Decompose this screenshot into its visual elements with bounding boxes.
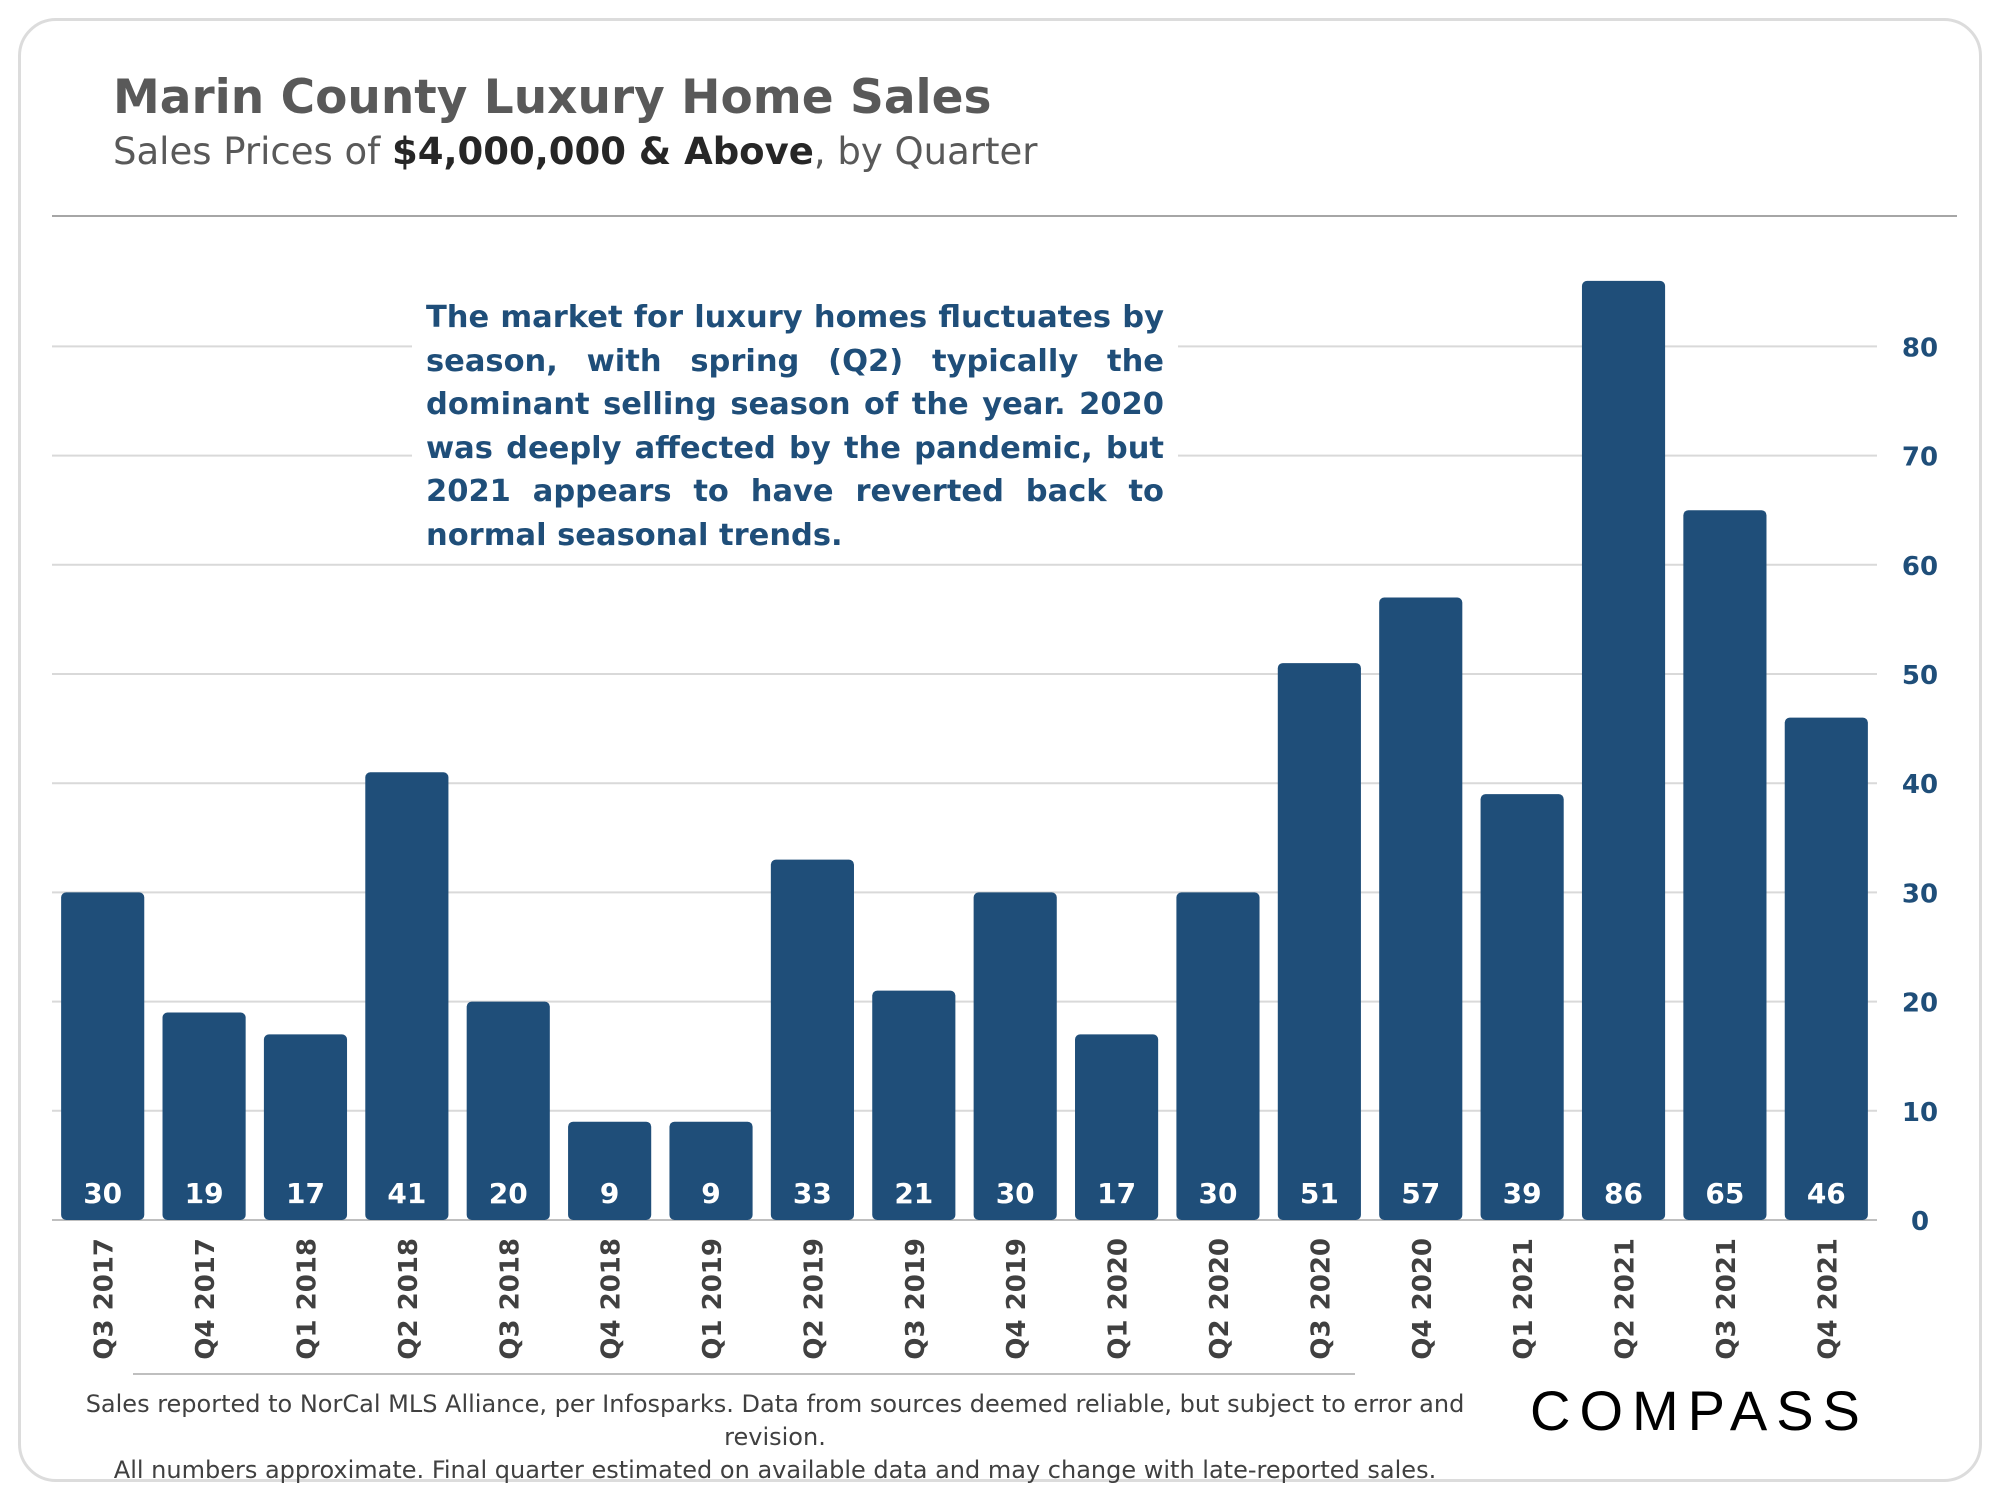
x-tick-label: Q2 2020	[1205, 1238, 1235, 1360]
x-tick-label: Q3 2020	[1306, 1238, 1336, 1360]
bar	[1075, 1034, 1159, 1220]
x-tick-label: Q1 2020	[1104, 1238, 1134, 1360]
bar	[1176, 892, 1260, 1220]
x-tick-label: Q1 2021	[1509, 1238, 1539, 1360]
bar	[770, 859, 854, 1220]
x-tick-label: Q4 2018	[597, 1238, 627, 1360]
bar-value-label: 21	[894, 1177, 933, 1210]
footnote-line-1: Sales reported to NorCal MLS Alliance, p…	[85, 1390, 1465, 1451]
bar-value-label: 86	[1604, 1177, 1643, 1210]
bar-value-label: 17	[1097, 1177, 1136, 1210]
bar	[568, 1121, 652, 1220]
bar-value-label: 20	[489, 1177, 528, 1210]
x-tick-label: Q1 2019	[698, 1238, 728, 1360]
y-tick-label: 0	[1911, 1207, 1929, 1237]
x-tick-label: Q3 2018	[495, 1238, 525, 1360]
compass-logo: COMPASS	[1530, 1379, 1869, 1442]
x-tick-label: Q2 2019	[799, 1238, 829, 1360]
x-tick-label: Q4 2021	[1813, 1238, 1843, 1360]
x-tick-label: Q3 2019	[901, 1238, 931, 1360]
bar	[669, 1121, 753, 1220]
bar	[61, 892, 145, 1220]
bar-value-label: 17	[286, 1177, 325, 1210]
bar	[365, 772, 449, 1220]
x-tick-label: Q4 2020	[1408, 1238, 1438, 1360]
bar-value-label: 33	[793, 1177, 832, 1210]
bar	[1379, 597, 1463, 1220]
bar	[1683, 510, 1767, 1220]
chart-subtitle: Sales Prices of $4,000,000 & Above, by Q…	[113, 130, 1037, 173]
y-tick-label: 60	[1902, 552, 1938, 582]
x-tick-label: Q1 2018	[292, 1238, 322, 1360]
footnote-rule	[133, 1373, 1355, 1375]
y-tick-label: 20	[1902, 989, 1938, 1019]
y-tick-label: 80	[1902, 333, 1938, 363]
x-tick-label: Q2 2021	[1611, 1238, 1641, 1360]
bar	[263, 1034, 348, 1220]
subtitle-suffix: , by Quarter	[813, 130, 1038, 173]
bar-value-label: 51	[1300, 1177, 1339, 1210]
bar-value-label: 41	[387, 1177, 426, 1210]
chart-annotation: The market for luxury homes fluctuates b…	[412, 296, 1178, 557]
bar	[1480, 794, 1564, 1220]
bar	[162, 1012, 246, 1220]
bar-value-label: 30	[996, 1177, 1035, 1210]
bar-value-label: 9	[701, 1177, 720, 1210]
bar	[973, 892, 1057, 1220]
subtitle-price-threshold: $4,000,000 & Above	[391, 130, 814, 173]
bar-value-label: 9	[600, 1177, 619, 1210]
x-tick-label: Q4 2017	[191, 1238, 221, 1360]
y-tick-label: 10	[1902, 1098, 1938, 1128]
y-tick-label: 40	[1902, 770, 1938, 800]
y-tick-label: 50	[1902, 661, 1938, 691]
header-divider	[52, 215, 1957, 217]
bar	[872, 990, 956, 1220]
y-tick-label: 70	[1902, 443, 1938, 473]
bar-value-label: 46	[1807, 1177, 1846, 1210]
footnote-line-2: All numbers approximate. Final quarter e…	[113, 1456, 1437, 1484]
chart-title: Marin County Luxury Home Sales	[113, 70, 992, 125]
bar-value-label: 30	[1198, 1177, 1237, 1210]
bar	[1277, 663, 1361, 1220]
x-tick-label: Q2 2018	[394, 1238, 424, 1360]
y-tick-label: 30	[1902, 879, 1938, 909]
x-tick-label: Q4 2019	[1002, 1238, 1032, 1360]
bar-value-label: 30	[83, 1177, 122, 1210]
bar-value-label: 65	[1705, 1177, 1744, 1210]
bar	[1784, 717, 1868, 1220]
bar-value-label: 57	[1401, 1177, 1440, 1210]
x-tick-label: Q3 2021	[1712, 1238, 1742, 1360]
bar-value-label: 19	[185, 1177, 224, 1210]
bar	[1581, 280, 1666, 1220]
x-tick-label: Q3 2017	[90, 1238, 120, 1360]
subtitle-prefix: Sales Prices of	[113, 130, 392, 173]
bar	[466, 1001, 550, 1220]
footnote: Sales reported to NorCal MLS Alliance, p…	[40, 1388, 1510, 1487]
bar-value-label: 39	[1503, 1177, 1542, 1210]
